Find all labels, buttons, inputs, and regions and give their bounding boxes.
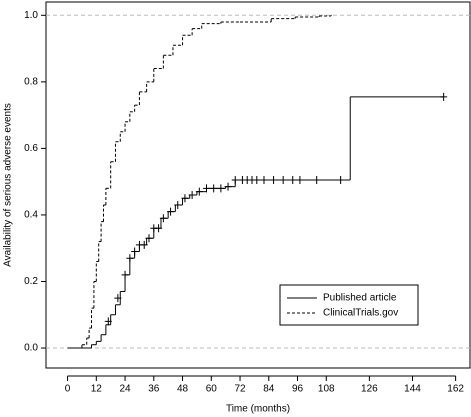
- x-tick-label: 108: [318, 384, 335, 395]
- x-tick-label: 36: [148, 384, 160, 395]
- y-axis-label: Availability of serious adverse events: [3, 103, 14, 267]
- x-tick-label: 96: [292, 384, 304, 395]
- censor-mark: [121, 270, 129, 279]
- censor-mark: [231, 176, 239, 185]
- censor-mark: [140, 240, 148, 249]
- censor-mark: [296, 176, 304, 185]
- censor-mark: [210, 184, 218, 193]
- censor-mark: [155, 224, 163, 233]
- censor-mark: [440, 92, 448, 101]
- y-tick-label: 0.0: [24, 343, 38, 354]
- legend-box: [279, 284, 419, 326]
- x-tick-label: 48: [177, 384, 189, 395]
- y-tick-label: 0.2: [24, 276, 38, 287]
- censor-mark: [174, 200, 182, 209]
- censor-mark: [126, 254, 134, 263]
- censor-mark: [131, 247, 139, 256]
- legend-label: Published article: [323, 293, 397, 304]
- censor-mark: [270, 176, 278, 185]
- x-tick-label: 162: [447, 384, 464, 395]
- x-tick-label: 126: [361, 384, 378, 395]
- censor-mark: [181, 194, 189, 203]
- x-tick-label: 84: [263, 384, 275, 395]
- x-tick-label: 0: [65, 384, 71, 395]
- censor-mark: [279, 176, 287, 185]
- legend-label: ClinicalTrials.gov: [323, 308, 398, 319]
- censor-mark: [260, 176, 268, 185]
- x-tick-label: 60: [206, 384, 218, 395]
- censor-mark: [159, 214, 167, 223]
- x-tick-label: 24: [119, 384, 131, 395]
- y-tick-label: 1.0: [24, 10, 38, 21]
- censor-mark: [195, 187, 203, 196]
- y-tick-label: 0.8: [24, 76, 38, 87]
- censor-mark: [337, 176, 345, 185]
- censor-mark: [188, 190, 196, 199]
- y-tick-label: 0.6: [24, 143, 38, 154]
- x-tick-label: 12: [91, 384, 103, 395]
- censor-mark: [253, 176, 261, 185]
- censor-mark: [313, 176, 321, 185]
- x-tick-label: 72: [234, 384, 246, 395]
- legend: Published article ClinicalTrials.gov: [279, 284, 419, 326]
- x-axis-label: Time (months): [226, 404, 290, 415]
- censor-mark: [145, 234, 153, 243]
- x-tick-label: 144: [404, 384, 421, 395]
- censor-mark: [217, 184, 225, 193]
- censor-mark: [202, 184, 210, 193]
- censor-mark: [224, 182, 232, 191]
- censor-mark: [289, 176, 297, 185]
- censor-mark: [114, 294, 122, 303]
- censor-mark: [167, 207, 175, 216]
- y-tick-label: 0.4: [24, 210, 38, 221]
- plot-frame: [45, 1, 471, 369]
- censor-mark: [104, 317, 112, 326]
